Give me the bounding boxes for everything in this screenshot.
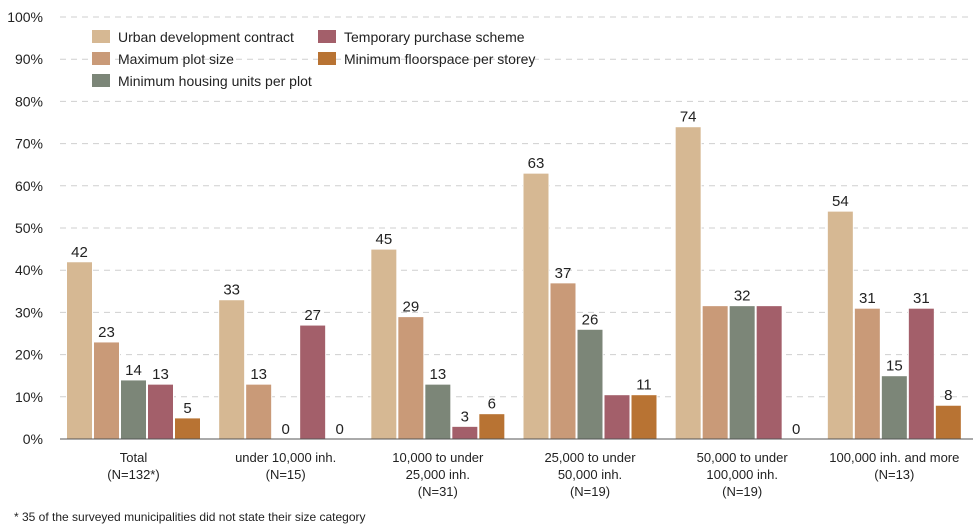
x-tick-label: (N=15) [266, 467, 306, 482]
data-label: 63 [528, 155, 545, 172]
y-tick-label: 50% [15, 220, 43, 236]
bar [934, 404, 962, 440]
bar [451, 425, 479, 440]
data-label: 0 [281, 421, 289, 438]
data-label: 3 [461, 408, 469, 425]
data-label: 6 [488, 396, 496, 413]
data-label: 0 [792, 421, 800, 438]
bar [299, 324, 327, 440]
data-label: 27 [304, 307, 321, 324]
legend-label: Maximum plot size [118, 51, 234, 67]
data-label: 15 [886, 358, 903, 375]
x-tick-label: Total [120, 450, 148, 465]
data-label: 74 [680, 109, 697, 126]
bar [424, 383, 452, 440]
legend-swatch [92, 52, 110, 65]
bar-chart: 0% 10% 20% 30% 40% 50% 60% 70% 80% 90% 100% 42 33 45 6… [7, 9, 973, 499]
bar [174, 417, 201, 440]
data-label: 32 [734, 288, 751, 305]
legend-swatch [92, 30, 110, 43]
bar [755, 305, 783, 440]
data-label: 33 [223, 282, 240, 299]
bar [397, 316, 425, 440]
x-tick-label: (N=132*) [107, 467, 159, 482]
data-label: 31 [913, 290, 930, 307]
y-tick-label: 100% [7, 9, 43, 25]
bar [245, 383, 273, 440]
bar [728, 305, 756, 440]
data-label: 0 [335, 421, 343, 438]
y-tick-label: 40% [15, 262, 43, 278]
data-label: 11 [636, 377, 652, 394]
data-label: 37 [555, 265, 572, 282]
legend-swatch [92, 74, 110, 87]
x-tick-label: 10,000 to under [392, 450, 484, 465]
x-tick-label: 25,000 to under [544, 450, 636, 465]
bar [522, 172, 550, 440]
x-tick-label: 100,000 inh. [706, 467, 778, 482]
x-tick-label: (N=19) [570, 484, 610, 499]
bar [147, 383, 174, 440]
legend-swatch [318, 52, 336, 65]
y-tick-label: 60% [15, 178, 43, 194]
y-tick-label: 30% [15, 304, 43, 320]
bar [370, 248, 398, 440]
legend-label: Minimum housing units per plot [118, 73, 312, 89]
legend-swatch [318, 30, 336, 43]
bar [880, 375, 908, 440]
y-tick-label: 90% [15, 51, 43, 67]
bar [826, 210, 854, 440]
data-label: 13 [152, 366, 169, 383]
data-label: 54 [832, 193, 849, 210]
x-tick-label: 50,000 to under [697, 450, 789, 465]
y-tick-label: 10% [15, 389, 43, 405]
bar [853, 307, 881, 440]
legend-label: Urban development contract [118, 29, 294, 45]
bar [603, 394, 631, 440]
data-label: 13 [250, 366, 267, 383]
data-label: 26 [582, 311, 599, 328]
data-label: 14 [125, 362, 142, 379]
data-label: 29 [402, 299, 419, 316]
bar [576, 328, 604, 440]
bar [549, 282, 577, 440]
y-tick-label: 80% [15, 93, 43, 109]
data-label: 31 [859, 290, 876, 307]
data-label: 42 [71, 244, 88, 261]
footnote: * 35 of the surveyed municipalities did … [14, 510, 366, 524]
legend-label: Temporary purchase scheme [344, 29, 525, 45]
legend-label: Minimum floorspace per storey [344, 51, 535, 67]
y-tick-label: 70% [15, 136, 43, 152]
bar [218, 299, 246, 440]
x-tick-label: 100,000 inh. and more [829, 450, 959, 465]
bar [478, 413, 506, 440]
bar [701, 305, 729, 440]
data-label: 8 [944, 387, 952, 404]
bar [630, 394, 658, 440]
bar [93, 341, 120, 440]
data-label: 23 [98, 324, 115, 341]
y-tick-label: 20% [15, 347, 43, 363]
bar [907, 307, 935, 440]
bar [674, 126, 702, 440]
x-tick-label: 25,000 inh. [406, 467, 470, 482]
bar [120, 379, 147, 440]
x-tick-label: (N=13) [874, 467, 914, 482]
data-label: 5 [183, 400, 191, 417]
bar [66, 261, 93, 440]
x-tick-label: (N=31) [418, 484, 458, 499]
x-tick-label: (N=19) [722, 484, 762, 499]
y-tick-label: 0% [23, 431, 43, 447]
x-tick-label: under 10,000 inh. [235, 450, 336, 465]
data-label: 45 [375, 231, 392, 248]
x-tick-label: 50,000 inh. [558, 467, 622, 482]
data-label: 13 [429, 366, 446, 383]
